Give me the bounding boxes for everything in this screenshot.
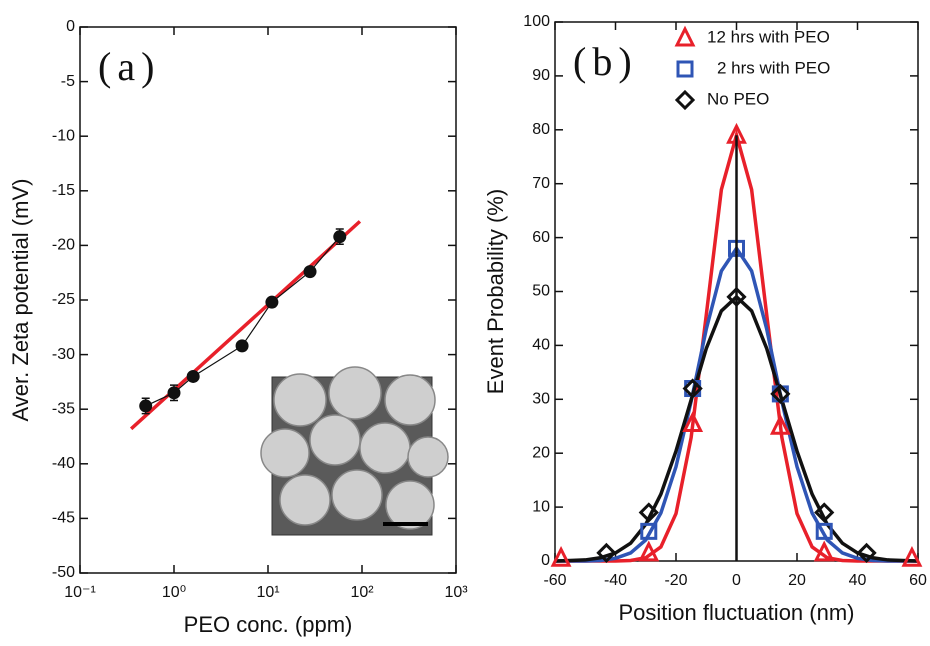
marker bbox=[139, 399, 153, 413]
x-tick-label: 10⁻¹ bbox=[64, 584, 96, 601]
y-tick-label: 100 bbox=[523, 13, 550, 30]
y-axis-title: Event Probability (%) bbox=[483, 189, 508, 394]
marker bbox=[640, 522, 658, 540]
marker bbox=[813, 540, 835, 562]
marker bbox=[682, 378, 703, 399]
x-tick-label: 40 bbox=[849, 572, 867, 589]
legend-label: 2 hrs with PEO bbox=[717, 58, 830, 77]
marker bbox=[638, 540, 660, 562]
y-tick-label: -45 bbox=[52, 510, 75, 527]
marker bbox=[303, 265, 317, 279]
x-tick-label: 10¹ bbox=[256, 584, 279, 601]
x-tick-label: -60 bbox=[543, 572, 566, 589]
y-tick-label: -30 bbox=[52, 346, 75, 363]
y-tick-label: 30 bbox=[532, 391, 550, 408]
marker bbox=[901, 545, 923, 567]
y-tick-label: -10 bbox=[52, 127, 75, 144]
y-tick-label: 70 bbox=[532, 175, 550, 192]
x-axis-title: PEO conc. (ppm) bbox=[184, 612, 353, 637]
y-tick-label: 10 bbox=[532, 498, 550, 515]
x-tick-label: 10⁰ bbox=[162, 584, 186, 601]
y-tick-label: -25 bbox=[52, 291, 75, 308]
marker bbox=[674, 25, 696, 47]
y-tick-label: 50 bbox=[532, 283, 550, 300]
marker bbox=[815, 522, 833, 540]
marker bbox=[682, 411, 704, 433]
x-tick-label: 20 bbox=[788, 572, 806, 589]
marker bbox=[770, 383, 791, 405]
y-tick-label: 80 bbox=[532, 121, 550, 138]
marker bbox=[814, 502, 835, 523]
marker bbox=[333, 230, 347, 244]
y-axis-title: Aver. Zeta potential (mV) bbox=[8, 179, 33, 422]
marker bbox=[769, 413, 791, 435]
x-axis-title: Position fluctuation (nm) bbox=[619, 600, 855, 625]
marker bbox=[674, 89, 696, 111]
inset-particles bbox=[260, 366, 449, 530]
y-tick-label: 60 bbox=[532, 229, 550, 246]
marker bbox=[676, 60, 694, 78]
marker bbox=[265, 295, 279, 309]
y-tick-label: -20 bbox=[52, 237, 75, 254]
y-tick-label: -40 bbox=[52, 455, 75, 472]
y-tick-label: -35 bbox=[52, 400, 75, 417]
marker bbox=[167, 386, 181, 400]
marker bbox=[550, 545, 572, 567]
y-tick-label: -50 bbox=[52, 564, 75, 581]
y-tick-label: 20 bbox=[532, 444, 550, 461]
y-tick-label: 40 bbox=[532, 337, 550, 354]
marker bbox=[596, 542, 617, 564]
marker bbox=[638, 502, 659, 523]
legend-label: 12 hrs with PEO bbox=[707, 27, 830, 46]
x-tick-label: 10³ bbox=[444, 584, 468, 601]
marker bbox=[186, 369, 200, 383]
marker bbox=[235, 339, 249, 353]
x-tick-label: 0 bbox=[732, 572, 741, 589]
x-tick-label: -40 bbox=[604, 572, 627, 589]
legend-label: No PEO bbox=[707, 89, 769, 108]
marker bbox=[856, 542, 877, 564]
y-tick-label: 0 bbox=[66, 18, 75, 35]
panel-label: (b) bbox=[573, 39, 638, 84]
y-tick-label: 0 bbox=[541, 552, 550, 569]
y-tick-label: -15 bbox=[52, 182, 75, 199]
y-tick-label: -5 bbox=[61, 73, 75, 90]
x-tick-label: 10² bbox=[350, 584, 374, 601]
x-tick-label: 60 bbox=[909, 572, 927, 589]
y-tick-label: 90 bbox=[532, 67, 550, 84]
x-tick-label: -20 bbox=[664, 572, 687, 589]
inset-image bbox=[260, 366, 449, 536]
panel-label: (a) bbox=[98, 44, 160, 89]
